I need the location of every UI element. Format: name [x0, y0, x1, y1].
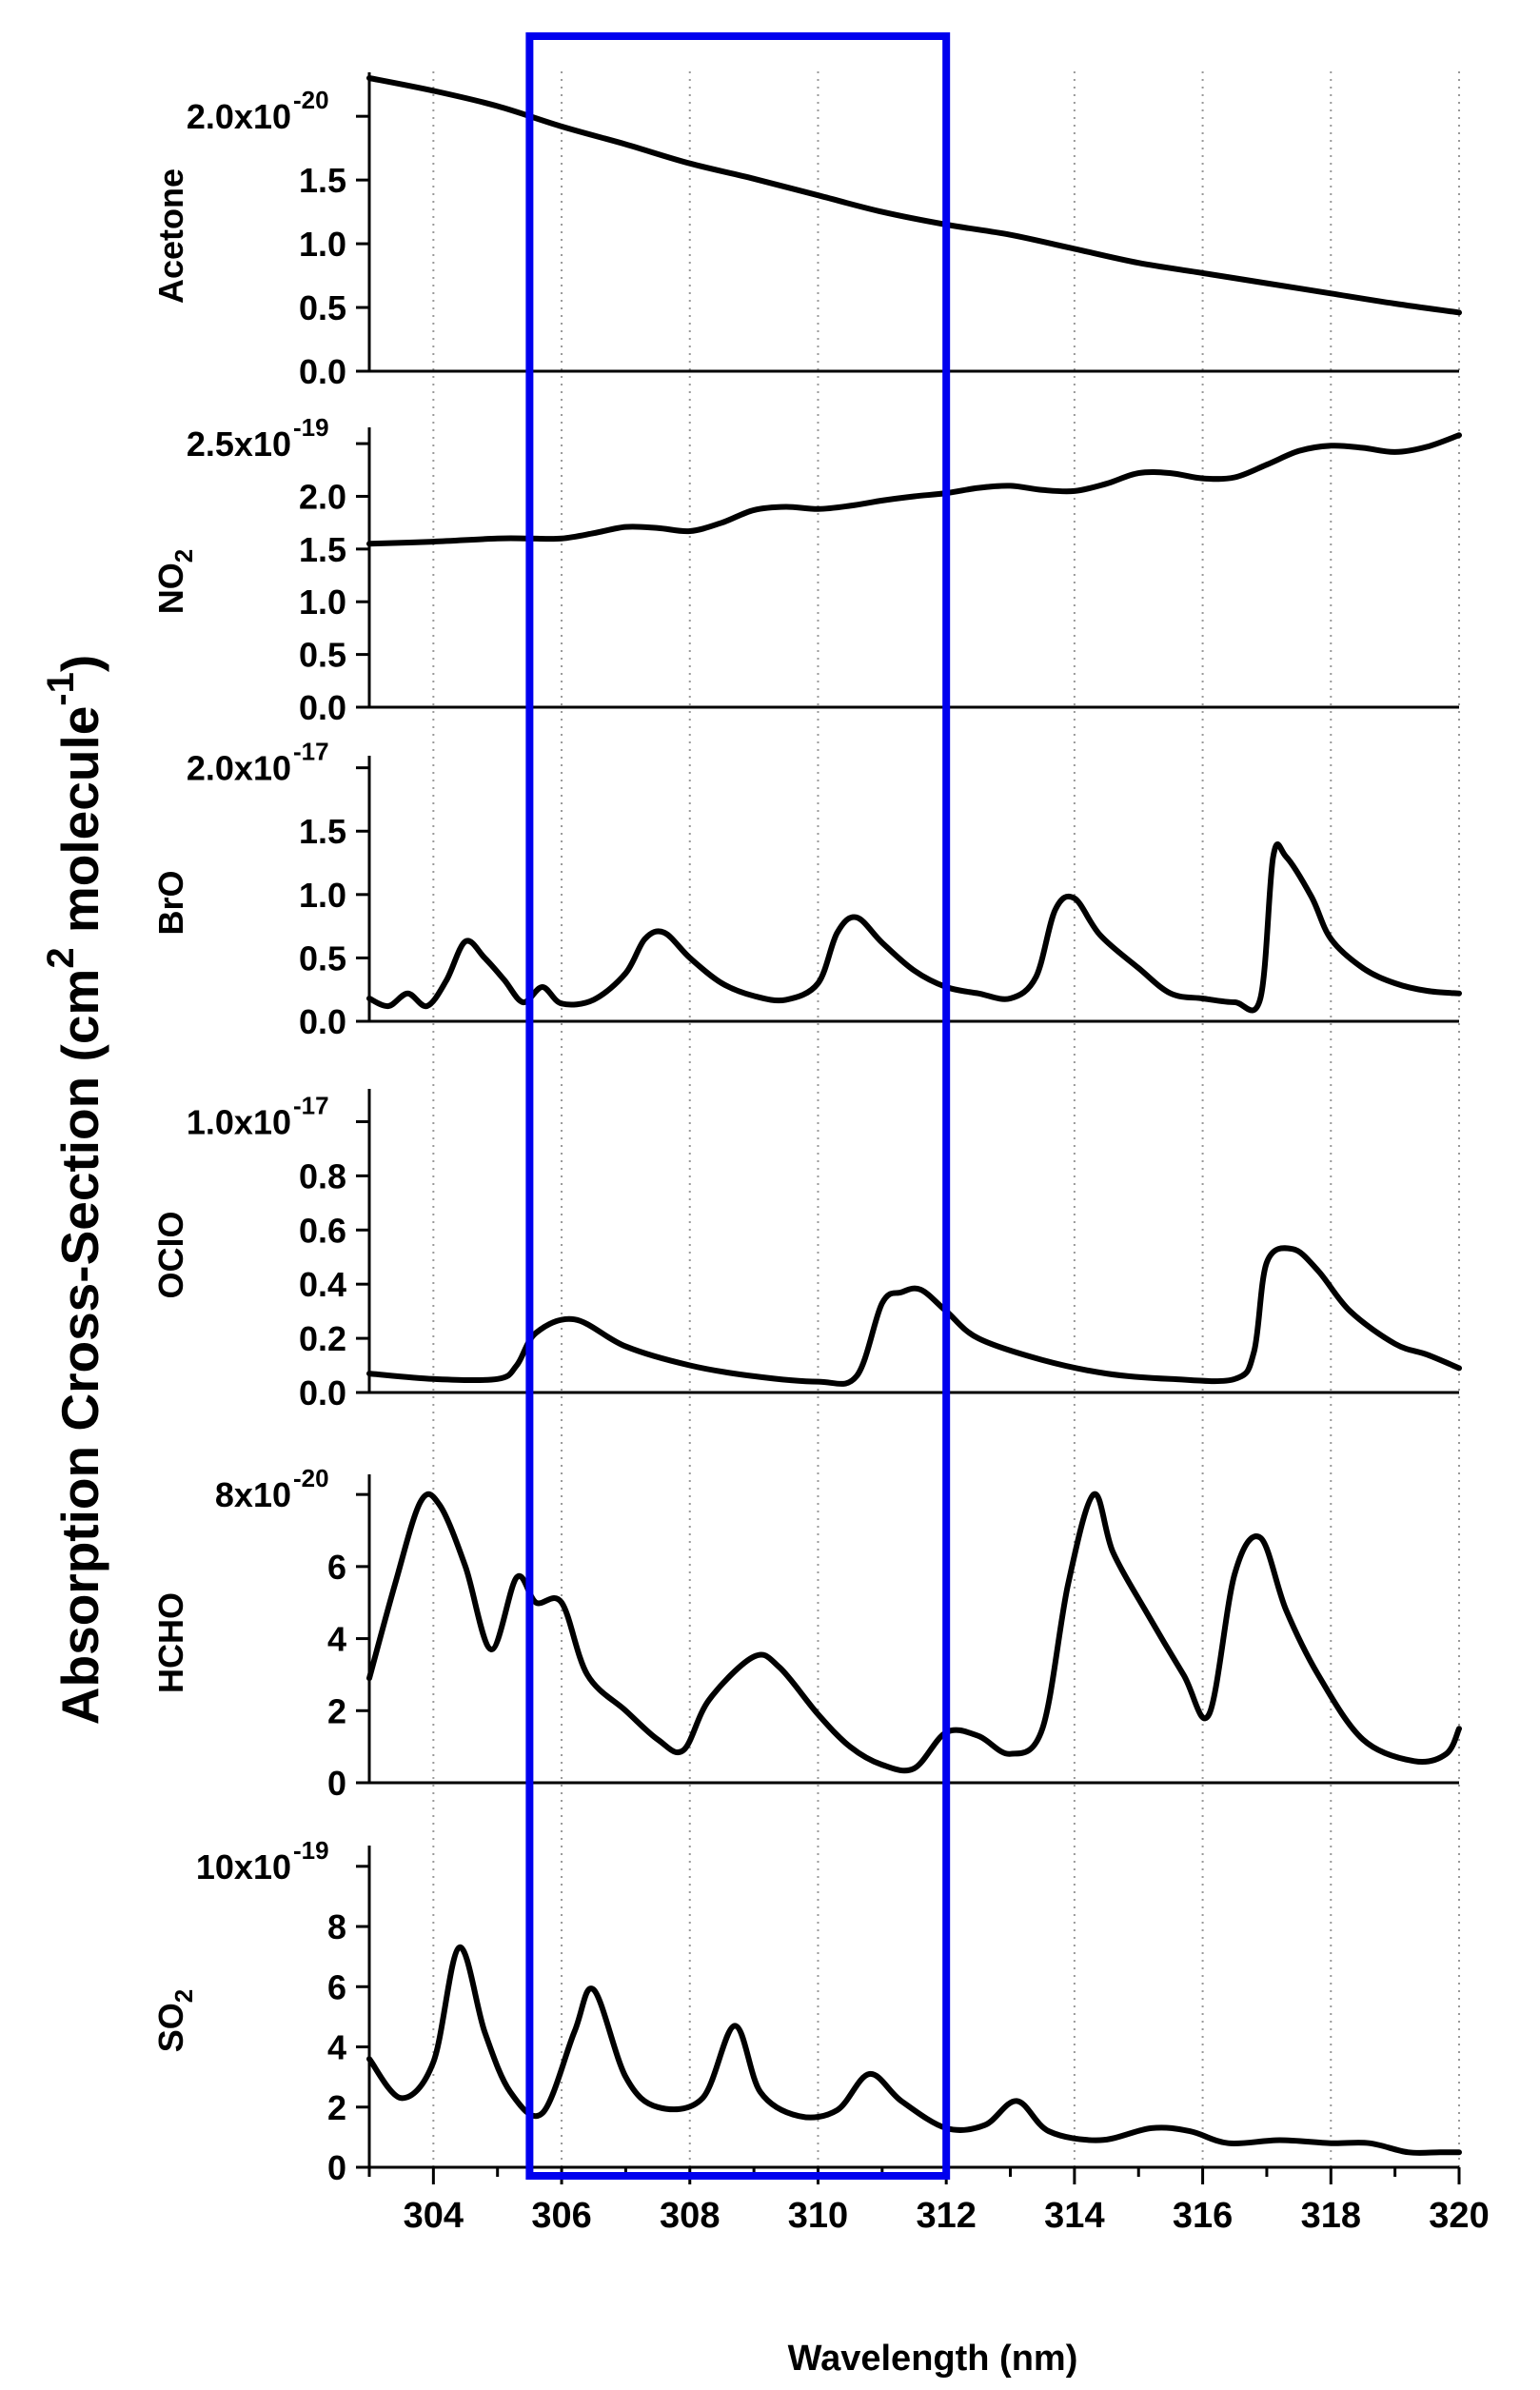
y-exponent: -19: [293, 1836, 329, 1865]
x-tick-label: 310: [788, 2196, 848, 2236]
y-tick-label: 2.5x10: [187, 425, 291, 464]
y-tick-label: 1.5: [299, 161, 346, 200]
y-tick-label: 4: [327, 2028, 346, 2067]
species-label-oclo: OClO: [151, 1211, 190, 1298]
y-tick-label: 0.5: [299, 938, 346, 978]
y-tick-label: 0.0: [299, 352, 346, 391]
panel-hcho: 0 2 4 6 8x10 -20 HCHO: [151, 1464, 1462, 1803]
y-tick-label: 0.5: [299, 288, 346, 327]
species-label-hcho: HCHO: [151, 1592, 190, 1693]
y-tick-label: 0: [327, 1764, 346, 1803]
x-tick-label: 312: [916, 2196, 976, 2236]
y-tick-label: 0.6: [299, 1211, 346, 1250]
y-tick-label: 0.4: [299, 1265, 346, 1304]
y-tick-label: 2.0x10: [187, 749, 291, 788]
highlight-box: [525, 32, 951, 2180]
y-axis-label: Absorption Cross-Section (cm2 molecule-1…: [40, 655, 109, 1725]
species-label-acetone: Acetone: [151, 168, 190, 304]
x-tick-label: 316: [1173, 2196, 1233, 2236]
x-tick-label: 314: [1044, 2196, 1104, 2236]
x-tick-label: 308: [660, 2196, 720, 2236]
series-line-acetone: [366, 75, 1462, 316]
series-line-oclo: [366, 1245, 1462, 1387]
y-exponent: -20: [293, 1464, 329, 1492]
x-axis: 304 306 308 310 312 314 316 318 320: [367, 2165, 1490, 2236]
y-tick-label: 8x10: [215, 1475, 291, 1514]
y-tick-label: 1.0: [299, 583, 346, 622]
x-tick-label: 306: [531, 2196, 591, 2236]
series-line-hcho: [366, 1491, 1462, 1774]
y-tick-label: 2.0x10: [187, 97, 291, 136]
series-line-bro: [366, 841, 1462, 1014]
y-tick-label: 0.8: [299, 1156, 346, 1195]
panel-acetone: 0.0 0.5 1.0 1.52.0x10 -20 Acetone: [151, 72, 1462, 391]
x-tick-label: 318: [1301, 2196, 1361, 2236]
x-axis-label: Wavelength (nm): [788, 2339, 1078, 2379]
panel-so2: 0 2 4 6 8 10x10 -19 SO2: [151, 1836, 1462, 2187]
y-tick-label: 0.2: [299, 1319, 346, 1358]
y-tick-label: 4: [327, 1620, 346, 1659]
y-tick-label: 1.5: [299, 812, 346, 851]
species-label-bro: BrO: [151, 870, 190, 935]
y-tick-label: 1.5: [299, 530, 346, 569]
y-tick-label: 2.0: [299, 477, 346, 516]
y-tick-label: 0.0: [299, 688, 346, 727]
x-tick-label: 304: [404, 2196, 464, 2236]
spectra-panels: 0.00.51.01.52.0x10 -20Acetone0.00.51.01.5…: [151, 72, 1462, 2187]
y-tick-label: 1.0: [299, 876, 346, 915]
y-tick-label: 1.0x10: [187, 1102, 291, 1141]
y-tick-label: 6: [327, 1548, 346, 1587]
y-exponent: -17: [293, 738, 329, 766]
y-exponent: -19: [293, 413, 329, 442]
y-tick-label: 8: [327, 1907, 346, 1946]
y-tick-label: 0.5: [299, 636, 346, 675]
y-tick-label: 2: [327, 2088, 346, 2127]
y-tick-label: 2: [327, 1691, 346, 1730]
y-tick-label: 0.0: [299, 1373, 346, 1412]
y-tick-label: 10x10: [196, 1847, 291, 1886]
x-tick-label: 320: [1429, 2196, 1489, 2236]
panel-oclo: 0.0 0.2 0.4 0.6 0.81.0x10 -17 OClO: [151, 1089, 1462, 1412]
panel-no2: 0.0 0.5 1.0 1.5 2.02.5x10 -19 NO2: [151, 413, 1462, 727]
y-exponent: -17: [293, 1091, 329, 1119]
y-exponent: -20: [293, 86, 329, 114]
series-line-so2: [366, 1945, 1462, 2156]
y-tick-label: 0.0: [299, 1002, 346, 1041]
panel-bro: 0.0 0.5 1.0 1.52.0x10 -17 BrO: [151, 738, 1462, 1041]
species-label-so2: SO2: [151, 1989, 198, 2052]
y-tick-label: 1.0: [299, 225, 346, 264]
y-tick-label: 6: [327, 1967, 346, 2006]
y-tick-label: 0: [327, 2148, 346, 2187]
species-label-no2: NO2: [151, 549, 198, 614]
